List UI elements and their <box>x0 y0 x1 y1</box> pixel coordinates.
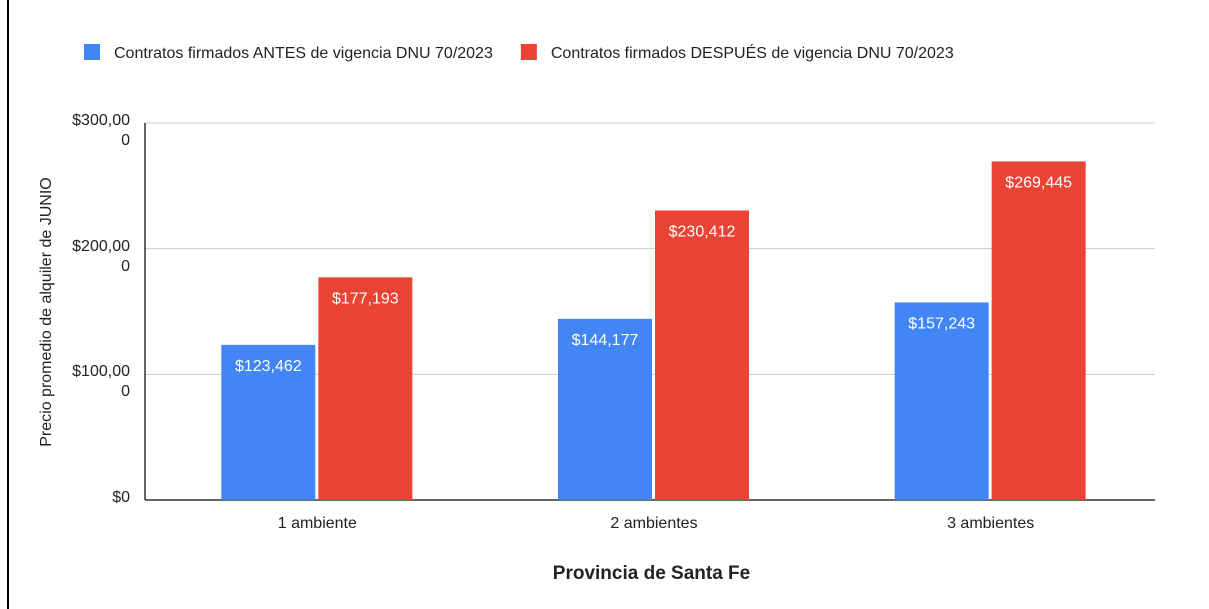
legend-label: Contratos firmados DESPUÉS de vigencia D… <box>551 43 954 62</box>
legend-label: Contratos firmados ANTES de vigencia DNU… <box>114 45 493 62</box>
y-tick-label: $0 <box>112 489 130 506</box>
legend-swatch <box>84 44 100 60</box>
y-axis-title: Precio promedio de alquiler de JUNIO <box>38 177 55 447</box>
x-tick-label: 3 ambientes <box>947 515 1034 532</box>
y-tick-label: $100,000 <box>72 363 130 401</box>
x-tick-label: 2 ambientes <box>610 515 697 532</box>
bar <box>991 161 1086 500</box>
y-tick-label: $300,000 <box>72 112 130 149</box>
data-label: $230,412 <box>669 223 736 240</box>
bar <box>558 318 652 500</box>
data-label: $269,445 <box>1005 174 1072 191</box>
data-label: $144,177 <box>572 332 639 349</box>
legend-swatch <box>520 44 537 60</box>
data-label: $123,462 <box>235 358 302 375</box>
data-label: $157,243 <box>908 315 975 332</box>
bar <box>655 210 749 500</box>
bar <box>318 277 413 500</box>
x-tick-label: 1 ambiente <box>278 515 357 532</box>
y-tick-label: $200,000 <box>72 237 130 275</box>
bar <box>894 302 989 500</box>
x-axis-title: Provincia de Santa Fe <box>552 563 751 584</box>
bar <box>221 344 316 500</box>
data-label: $177,193 <box>332 290 399 307</box>
